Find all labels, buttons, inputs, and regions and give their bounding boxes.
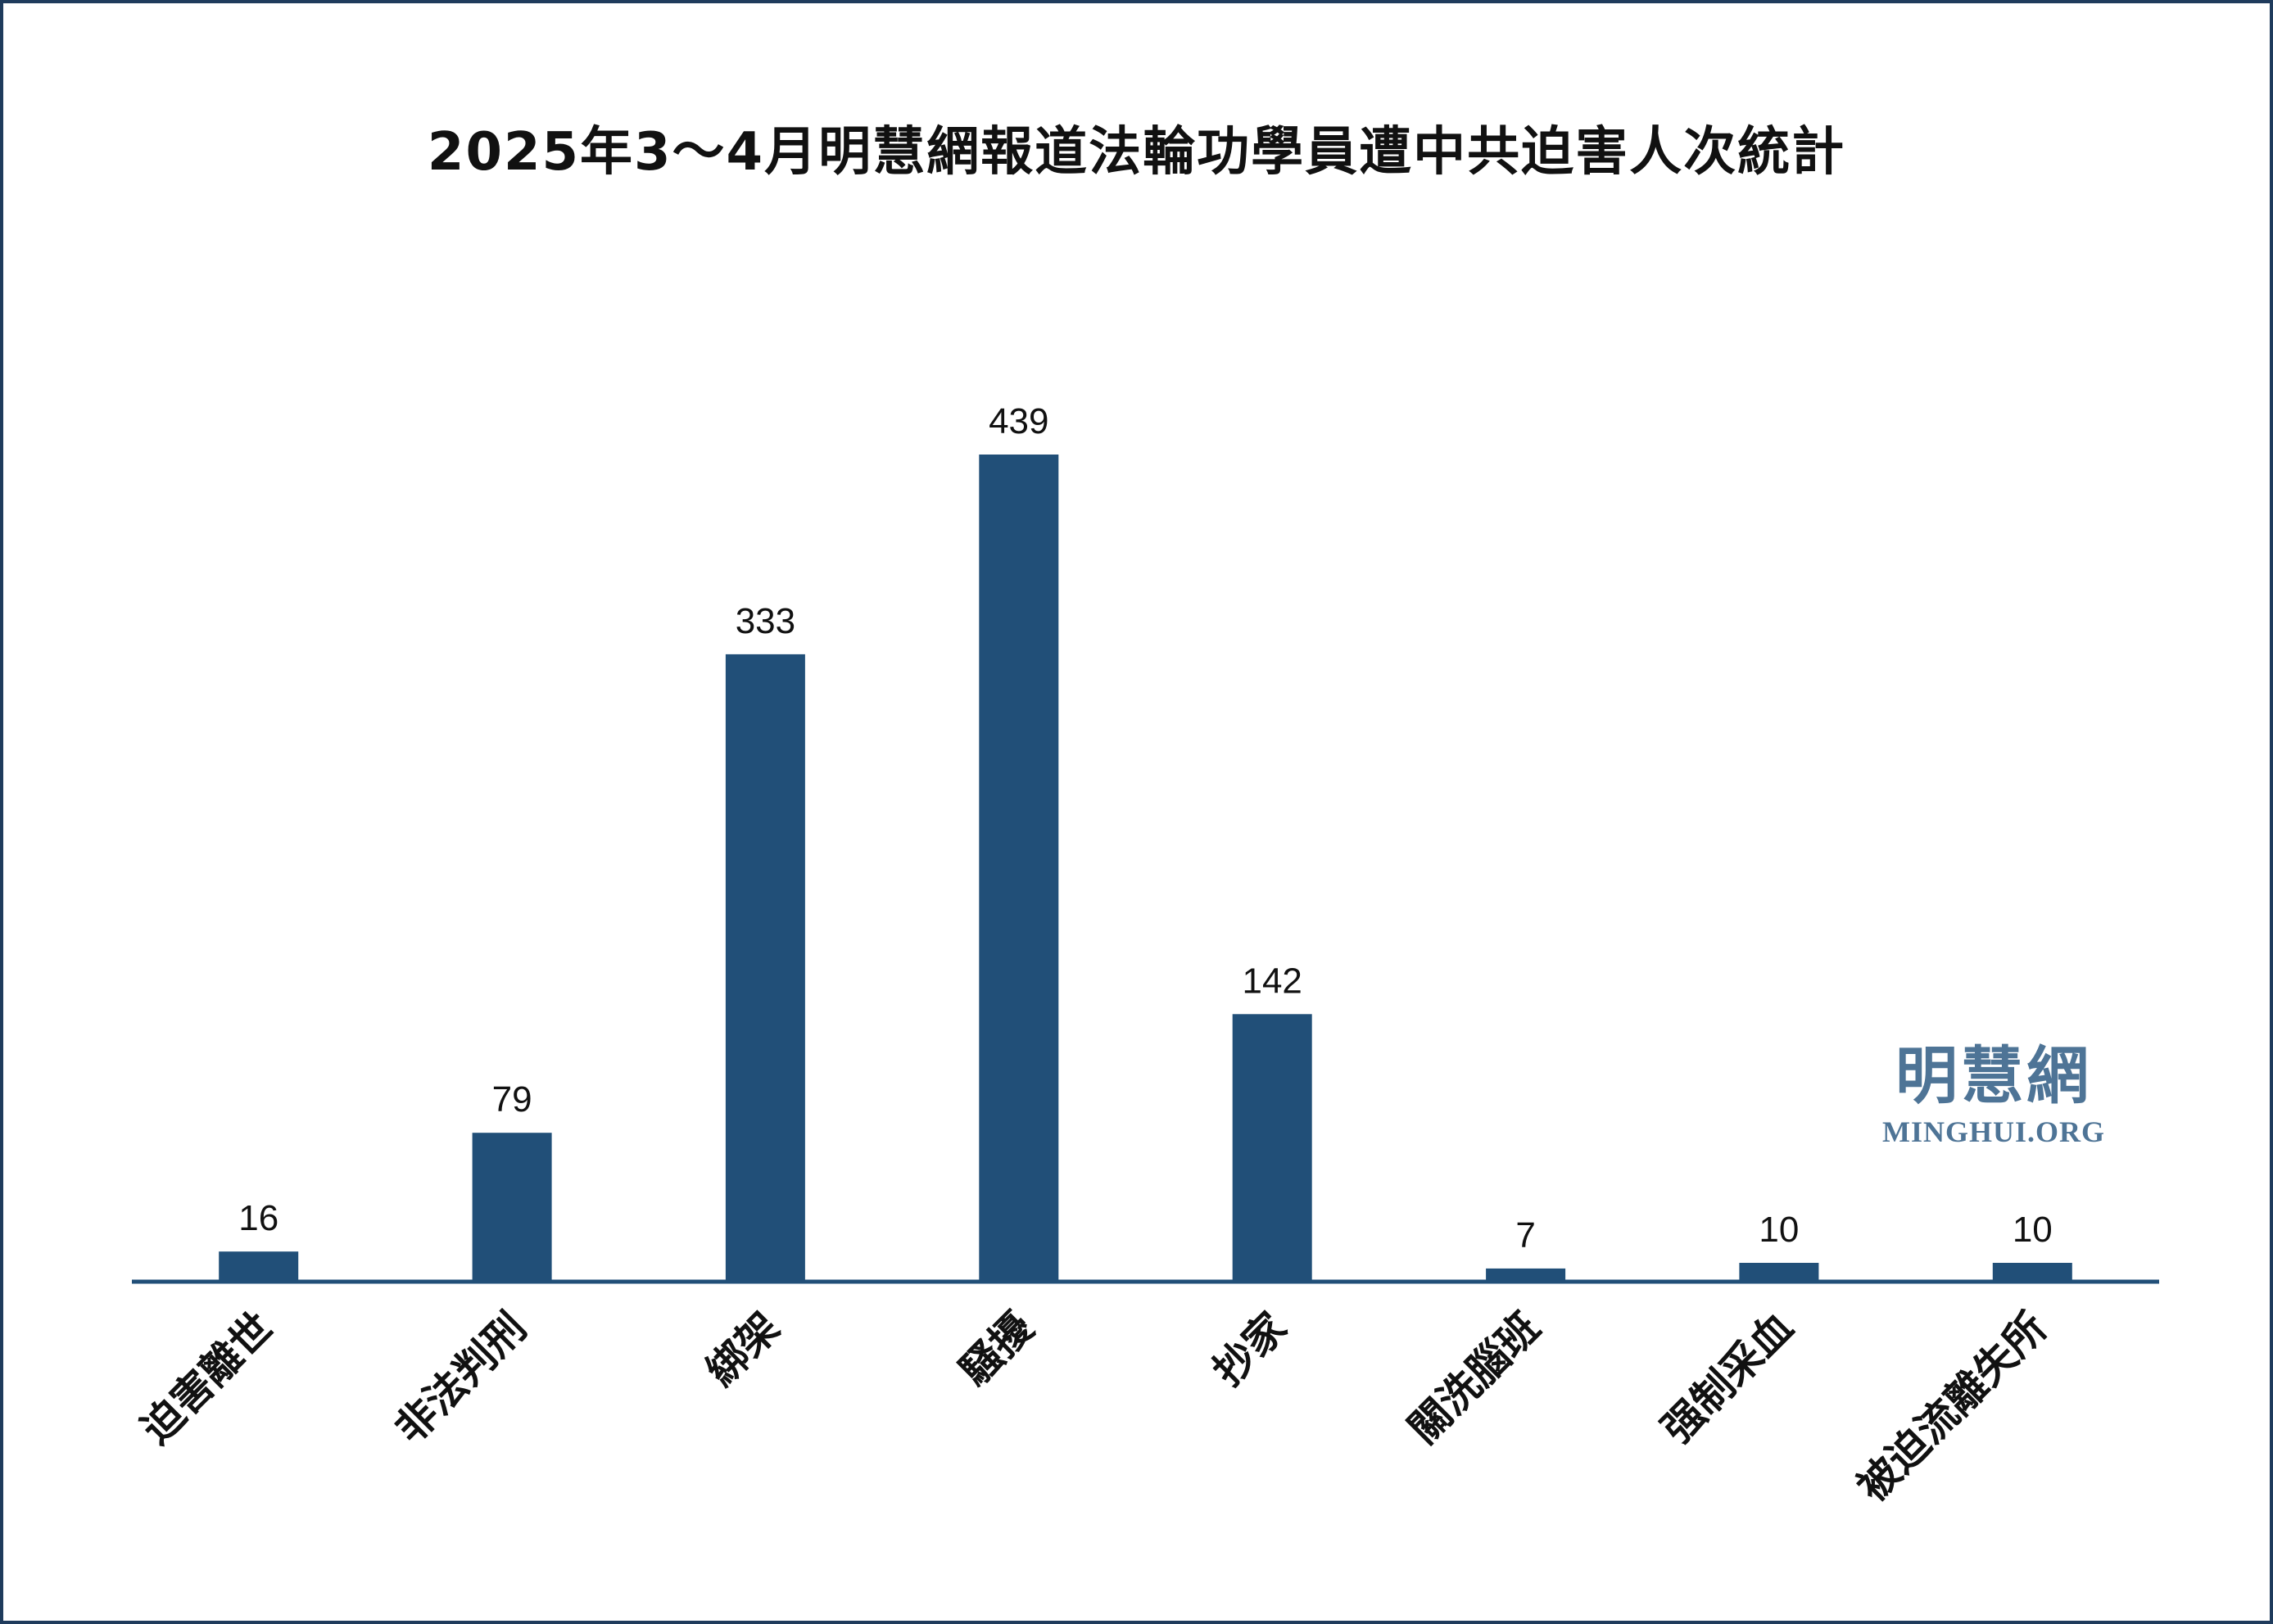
bar-6 (1486, 1268, 1566, 1282)
bar-7 (1739, 1263, 1819, 1282)
data-label-5: 142 (1242, 961, 1302, 1001)
bar-8 (1992, 1263, 2072, 1282)
data-label-7: 10 (1759, 1210, 1799, 1250)
category-label-3: 綁架 (697, 1303, 789, 1395)
chart-title: 2025年3～4月明慧網報道法輪功學員遭中共迫害人次統計 (427, 122, 1846, 183)
category-label-8: 被迫流離失所 (1849, 1303, 2056, 1510)
data-label-6: 7 (1515, 1215, 1535, 1255)
category-label-1: 迫害離世 (133, 1303, 282, 1452)
category-labels-group: 迫害離世 非法判刑 綁架 騷擾 抄家 關洗腦班 强制采血 被迫流離失所 (133, 1303, 2056, 1511)
bar-3 (725, 654, 805, 1282)
data-label-1: 16 (238, 1198, 278, 1238)
bar-4 (979, 455, 1059, 1282)
bar-1 (219, 1251, 299, 1282)
data-label-3: 333 (736, 601, 795, 641)
minghui-logo: 明慧網 MINGHUI.ORG (1854, 1039, 2133, 1151)
category-label-7: 强制采血 (1653, 1303, 1802, 1452)
bar-chart: 16 79 333 439 142 7 10 10 迫害離世 非法判刑 綁架 騷擾 抄家 關洗腦班 强制采… (132, 401, 2159, 1511)
logo-chinese-text: 明慧網 (1895, 1039, 2092, 1112)
bar-5 (1232, 1014, 1312, 1282)
bar-2 (472, 1133, 552, 1282)
data-label-4: 439 (989, 401, 1048, 441)
data-label-8: 10 (2013, 1210, 2053, 1250)
bars-group (219, 455, 2072, 1282)
value-labels-group: 16 79 333 439 142 7 10 10 (238, 401, 2053, 1255)
category-label-4: 騷擾 (951, 1303, 1043, 1395)
category-label-2: 非法判刑 (386, 1303, 535, 1452)
logo-domain-text: MINGHUI.ORG (1882, 1115, 2105, 1148)
data-label-2: 79 (492, 1079, 532, 1120)
category-label-5: 抄家 (1204, 1303, 1296, 1395)
category-label-6: 關洗腦班 (1400, 1303, 1549, 1452)
